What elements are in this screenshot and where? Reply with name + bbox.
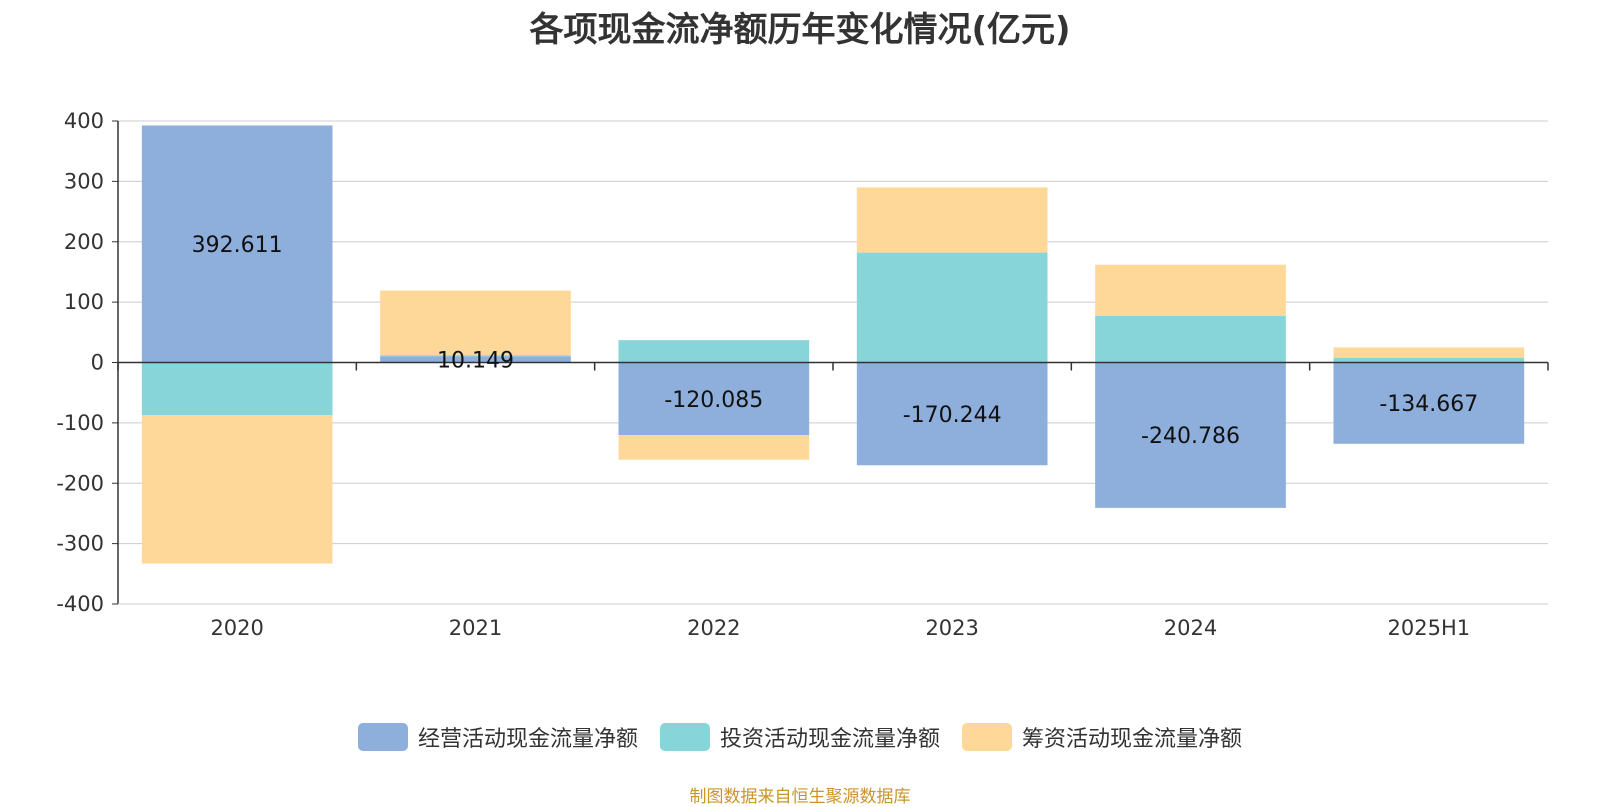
data-label: 10.149: [437, 348, 514, 373]
bar-2024-series-1: [1095, 316, 1286, 363]
bar-2020-series-0: [141, 125, 333, 363]
legend-swatch: [357, 723, 408, 751]
legend-label: 投资活动现金流量净额: [719, 727, 940, 752]
bar-2025H1-series-1: [1333, 357, 1525, 363]
data-label: -120.085: [664, 388, 763, 413]
bar-2023-series-0: [856, 362, 1048, 466]
legend: 经营活动现金流量净额 投资活动现金流量净额 筹资活动现金流量净额: [0, 720, 1600, 754]
bar-2023-series-2: [856, 187, 1048, 253]
bar-2021-series-1: [380, 355, 571, 357]
legend-swatch: [659, 723, 710, 751]
y-tick-label: 200: [64, 230, 104, 254]
bar-2024-series-2: [1095, 264, 1286, 317]
x-tick-label: 2022: [687, 616, 740, 640]
source-note: 制图数据来自恒生聚源数据库: [689, 787, 911, 807]
y-tick-label: 100: [64, 290, 104, 314]
y-tick-label: -200: [56, 471, 104, 495]
data-label: -240.786: [1141, 424, 1240, 449]
x-tick-label: 2020: [210, 616, 263, 640]
y-tick-label: 400: [64, 109, 104, 133]
y-tick-label: -100: [56, 411, 104, 435]
data-label: 392.611: [192, 233, 283, 258]
data-labels: 392.611 10.149 -120.085 -170.244 -240.786 -13…: [192, 233, 1479, 449]
legend-swatch: [962, 723, 1012, 751]
x-tick-label: 2025H1: [1388, 616, 1471, 640]
y-tick-label: -300: [56, 532, 104, 556]
data-label: -134.667: [1379, 392, 1478, 417]
axes: 400 300 200 100 0 -100 -200 -300 -400 2020 2021 202…: [56, 109, 1549, 640]
bar-2025H1-series-0: [1333, 362, 1525, 444]
bar-2023-series-1: [856, 252, 1048, 363]
bar-2022-series-0: [618, 362, 810, 436]
y-tick-label: -400: [56, 592, 104, 616]
legend-label: 经营活动现金流量净额: [417, 727, 638, 752]
legend-item[interactable]: 投资活动现金流量净额: [659, 721, 940, 753]
x-tick-label: 2021: [449, 616, 502, 640]
bar-2024-series-0: [1095, 362, 1286, 508]
x-tick-label: 2024: [1164, 616, 1217, 640]
y-tick-label: 0: [91, 351, 104, 375]
legend-item[interactable]: 经营活动现金流量净额: [357, 721, 638, 753]
legend-item[interactable]: 筹资活动现金流量净额: [962, 721, 1242, 753]
chart-title: 各项现金流净额历年变化情况(亿元): [529, 10, 1071, 50]
x-tick-label: 2023: [925, 616, 978, 640]
bar-2021-series-2: [380, 290, 571, 356]
y-tick-label: 300: [64, 169, 104, 193]
legend-label: 筹资活动现金流量净额: [1022, 727, 1243, 752]
bar-2020-series-2: [141, 415, 333, 564]
bar-2021-series-0: [380, 356, 571, 363]
bar-layer: [141, 125, 1525, 564]
bar-2020-series-1: [141, 362, 333, 416]
data-label: -170.244: [903, 403, 1002, 428]
bar-2022-series-2: [618, 435, 810, 460]
bar-2022-series-1: [618, 340, 810, 363]
bar-2025H1-series-2: [1333, 347, 1525, 358]
